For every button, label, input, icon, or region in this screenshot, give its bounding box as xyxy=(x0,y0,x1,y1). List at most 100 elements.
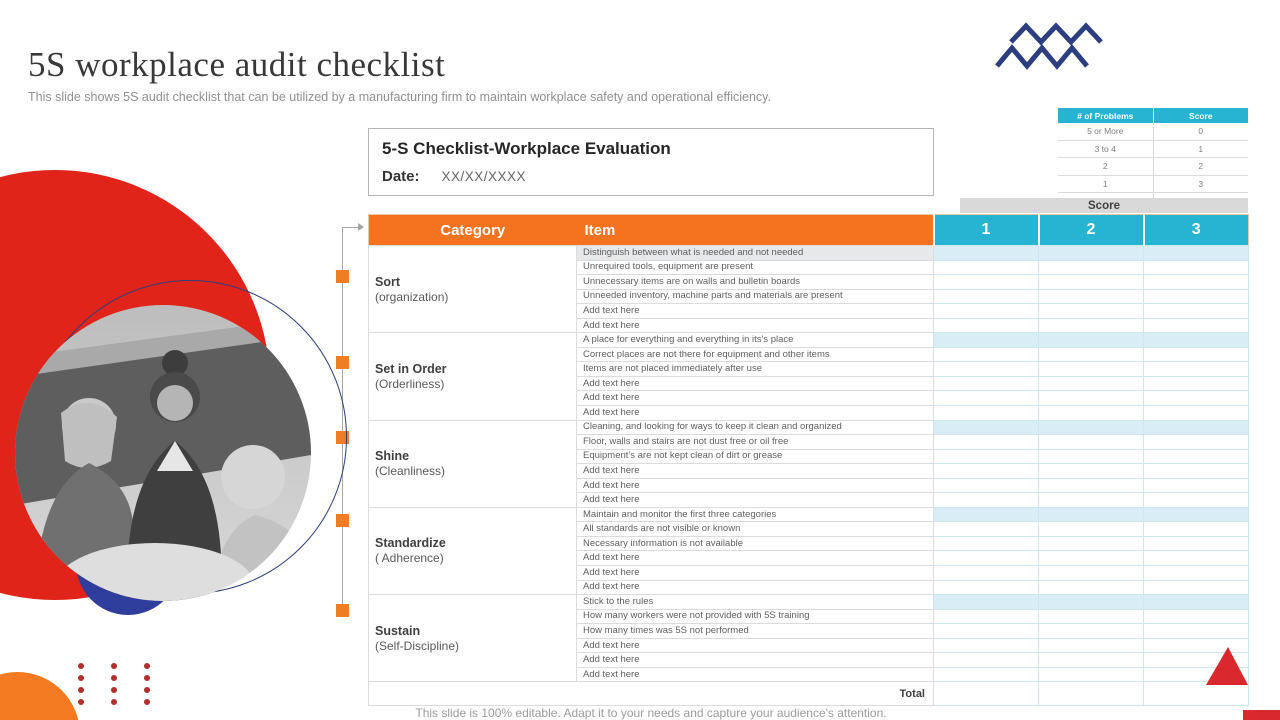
item-cell: Add text here xyxy=(576,477,934,494)
table-row: Add text here xyxy=(369,550,1249,567)
table-row: Floor, walls and stairs are not dust fre… xyxy=(369,434,1249,450)
score-cell xyxy=(1143,637,1249,654)
table-row: Set in Order (Orderliness) A place for eve… xyxy=(368,332,1249,421)
category-cell: Sustain (Self-Discipline) xyxy=(368,594,577,683)
score-cell xyxy=(933,390,1039,407)
dot-shape xyxy=(111,663,117,669)
score-cell xyxy=(1143,594,1249,610)
score-cell xyxy=(1038,623,1144,639)
score-cell xyxy=(933,521,1039,537)
category-name: Sustain xyxy=(375,623,421,638)
table-row: Add text here xyxy=(369,652,1249,668)
legend-cell: 1 xyxy=(1058,175,1153,194)
score-cell xyxy=(1038,506,1144,523)
item-cell: Add text here xyxy=(576,666,934,683)
item-cell: Items are not placed immediately after u… xyxy=(576,361,934,377)
item-cell: Distinguish between what is needed and n… xyxy=(576,245,934,261)
legend-cell: 3 xyxy=(1152,175,1248,194)
score-cell xyxy=(933,434,1039,450)
score-cell xyxy=(1143,346,1249,363)
category-subtitle: ( Adherence) xyxy=(375,551,444,566)
item-cell: Add text here xyxy=(576,390,934,407)
score-cell xyxy=(1143,463,1249,479)
connector-arrow-icon xyxy=(358,223,364,231)
score-cell xyxy=(1143,608,1249,625)
dot-shape xyxy=(78,687,84,693)
score-cell xyxy=(933,259,1039,276)
dot-shape xyxy=(111,687,117,693)
score-cell xyxy=(1143,419,1249,436)
dot-shape xyxy=(111,675,117,681)
table-row: Add text here xyxy=(369,375,1249,392)
category-subtitle: (Self-Discipline) xyxy=(375,638,460,653)
score-cell xyxy=(1143,565,1249,581)
score-cell xyxy=(1038,448,1144,465)
item-cell: Add text here xyxy=(576,637,934,654)
score-cell xyxy=(933,477,1039,494)
legend-cell: 2 xyxy=(1058,157,1153,176)
score-cell xyxy=(1038,317,1144,334)
item-cell: How many workers were not provided with … xyxy=(576,608,934,625)
category-subtitle: (Cleanliness) xyxy=(375,464,446,479)
score-cell xyxy=(933,448,1039,465)
score-cell xyxy=(1038,375,1144,392)
table-row: Add text here xyxy=(369,303,1249,319)
total-score-cell xyxy=(1143,681,1249,707)
table-row: Necessary information is not available xyxy=(369,535,1249,552)
item-cell: Add text here xyxy=(576,317,934,334)
score-cell xyxy=(1038,274,1144,290)
legend-row: 5 or More 0 xyxy=(1058,123,1248,141)
table-row: Unneeded inventory, machine parts and ma… xyxy=(369,288,1249,305)
column-header-category: Category xyxy=(368,214,577,246)
score-cell xyxy=(1038,303,1144,319)
item-cell: Maintain and monitor the first three cat… xyxy=(576,506,934,523)
score-cell xyxy=(1038,652,1144,668)
total-row: Total xyxy=(368,681,1249,707)
score-cell xyxy=(1038,405,1144,421)
score-cell xyxy=(933,346,1039,363)
total-label: Total xyxy=(368,681,934,707)
dot-grid-shape xyxy=(78,663,162,711)
evaluation-title: 5-S Checklist-Workplace Evaluation xyxy=(382,139,671,158)
score-cell xyxy=(1038,565,1144,581)
score-cell xyxy=(933,565,1039,581)
category-cell: Set in Order (Orderliness) xyxy=(368,332,577,421)
score-cell xyxy=(1038,521,1144,537)
legend-cell: 3 to 4 xyxy=(1058,140,1153,159)
item-cell: Cleaning, and looking for ways to keep i… xyxy=(576,419,934,436)
orange-square-marker xyxy=(336,356,349,369)
item-cell: Add text here xyxy=(576,405,934,421)
score-cell xyxy=(933,666,1039,683)
score-cell xyxy=(1038,535,1144,552)
score-cell xyxy=(1038,492,1144,508)
category-cell: Sort (organization) xyxy=(368,244,577,334)
legend-cell: 2 xyxy=(1152,157,1248,176)
item-cell: How many times was 5S not performed xyxy=(576,623,934,639)
score-cell xyxy=(1038,390,1144,407)
total-score-cell xyxy=(1038,681,1144,707)
legend-cell: 5 or More xyxy=(1058,123,1153,141)
score-cell xyxy=(1038,550,1144,567)
item-cell: Add text here xyxy=(576,579,934,596)
score-cell xyxy=(1038,594,1144,610)
orange-square-marker xyxy=(336,604,349,617)
table-row: Correct places are not there for equipme… xyxy=(369,346,1249,363)
score-cell xyxy=(933,245,1039,261)
score-cell xyxy=(1143,375,1249,392)
score-cell xyxy=(1038,259,1144,276)
table-row: Equipment's are not kept clean of dirt o… xyxy=(369,448,1249,465)
score-cell xyxy=(933,405,1039,421)
score-cell xyxy=(1038,419,1144,436)
score-cell xyxy=(933,361,1039,377)
score-cell xyxy=(933,579,1039,596)
item-cell: All standards are not visible or known xyxy=(576,521,934,537)
score-cell xyxy=(1038,332,1144,348)
score-cell xyxy=(1038,608,1144,625)
score-cell xyxy=(1143,434,1249,450)
score-cell xyxy=(1143,535,1249,552)
table-row: Sort (organization) Distinguish between wh… xyxy=(368,244,1249,334)
dot-shape xyxy=(78,675,84,681)
